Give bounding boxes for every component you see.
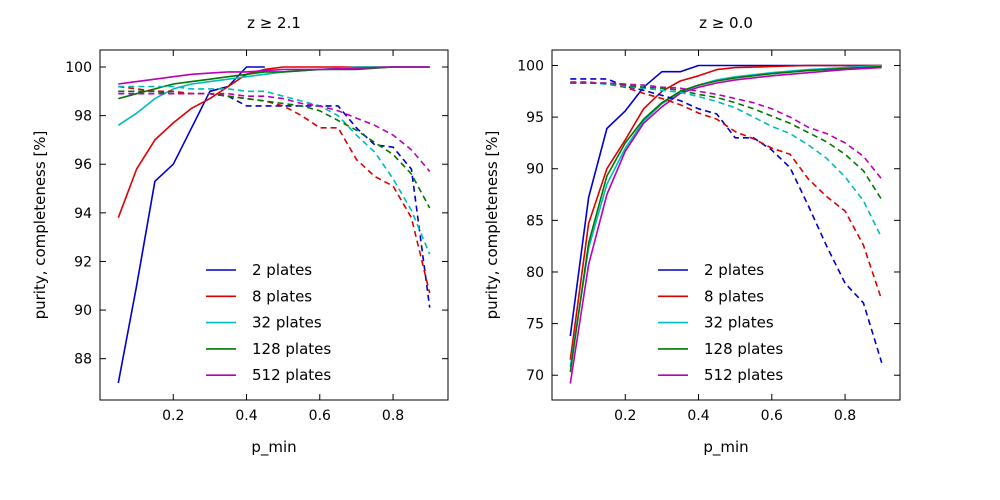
x-axis-label: p_min bbox=[251, 438, 296, 457]
legend: 2 plates 8 plates 32 plates 128 plates 512 p… bbox=[658, 261, 783, 384]
legend-label: 512 plates bbox=[704, 366, 783, 384]
chart-title: z ≥ 2.1 bbox=[247, 14, 301, 32]
series-line-8-plates bbox=[117, 66, 430, 218]
legend-label: 128 plates bbox=[704, 340, 783, 358]
legend-label: 128 plates bbox=[252, 340, 331, 358]
y-tick-label: 100 bbox=[517, 58, 544, 74]
y-tick-label: 80 bbox=[526, 265, 544, 281]
x-tick-label: 0.6 bbox=[309, 408, 331, 424]
series-line-2-plates bbox=[117, 66, 265, 384]
legend-label: 2 plates bbox=[252, 261, 312, 279]
series-line-32-plates-completeness bbox=[118, 85, 431, 255]
panel-2: 0.2 0.4 0.6 0.8 70 75 80 85 90 95 100 p_min purity, … bbox=[483, 14, 901, 457]
x-axis-label: p_min bbox=[703, 438, 748, 457]
series-line-512-plates-completeness bbox=[118, 92, 431, 173]
y-tick-label: 96 bbox=[74, 157, 92, 173]
legend-label: 2 plates bbox=[704, 261, 764, 279]
x-tick-label: 0.8 bbox=[382, 408, 404, 424]
series-line-8-plates bbox=[569, 64, 882, 360]
y-tick-label: 98 bbox=[74, 109, 92, 125]
series-group bbox=[117, 66, 431, 384]
y-tick-label: 85 bbox=[526, 213, 544, 229]
x-tick-label: 0.4 bbox=[235, 408, 257, 424]
y-tick-label: 95 bbox=[526, 110, 544, 126]
series-line-32-plates bbox=[117, 66, 430, 126]
legend-label: 32 plates bbox=[704, 314, 774, 332]
chart-title: z ≥ 0.0 bbox=[699, 14, 753, 32]
legend-label: 8 plates bbox=[704, 287, 764, 305]
panel-1: 0.2 0.4 0.6 0.8 88 90 92 94 96 98 100 p_min purity, … bbox=[31, 14, 449, 457]
y-tick-label: 100 bbox=[65, 60, 92, 76]
y-tick-label: 90 bbox=[526, 162, 544, 178]
series-line-8-plates-completeness bbox=[570, 81, 883, 301]
series-line-512-plates bbox=[118, 66, 430, 85]
x-tick-label: 0.6 bbox=[761, 408, 783, 424]
series-line-128-plates bbox=[118, 66, 430, 100]
y-tick-label: 88 bbox=[74, 352, 92, 368]
legend-label: 8 plates bbox=[252, 287, 312, 305]
series-line-128-plates-completeness bbox=[570, 82, 883, 201]
legend-label: 32 plates bbox=[252, 314, 322, 332]
series-line-128-plates-completeness bbox=[118, 90, 431, 209]
series-line-32-plates-completeness bbox=[570, 82, 883, 239]
y-tick-label: 92 bbox=[74, 254, 92, 270]
y-axis-label: purity, completeness [%] bbox=[31, 131, 49, 320]
x-tick-label: 0.8 bbox=[834, 408, 856, 424]
plot-frame bbox=[99, 49, 449, 401]
y-tick-label: 94 bbox=[74, 206, 92, 222]
series-group bbox=[569, 64, 883, 384]
y-tick-label: 75 bbox=[526, 317, 544, 333]
y-tick-label: 70 bbox=[526, 368, 544, 384]
plot-frame bbox=[551, 49, 901, 401]
legend: 2 plates 8 plates 32 plates 128 plates 512 p… bbox=[206, 261, 331, 384]
legend-label: 512 plates bbox=[252, 366, 331, 384]
series-line-128-plates bbox=[569, 65, 882, 373]
y-axis-label: purity, completeness [%] bbox=[483, 131, 501, 320]
y-tick-label: 90 bbox=[74, 303, 92, 319]
series-line-512-plates-completeness bbox=[570, 82, 883, 180]
x-tick-label: 0.2 bbox=[162, 408, 184, 424]
x-tick-label: 0.4 bbox=[687, 408, 709, 424]
x-tick-label: 0.2 bbox=[614, 408, 636, 424]
series-line-512-plates bbox=[569, 66, 882, 384]
series-line-8-plates-completeness bbox=[118, 85, 431, 294]
